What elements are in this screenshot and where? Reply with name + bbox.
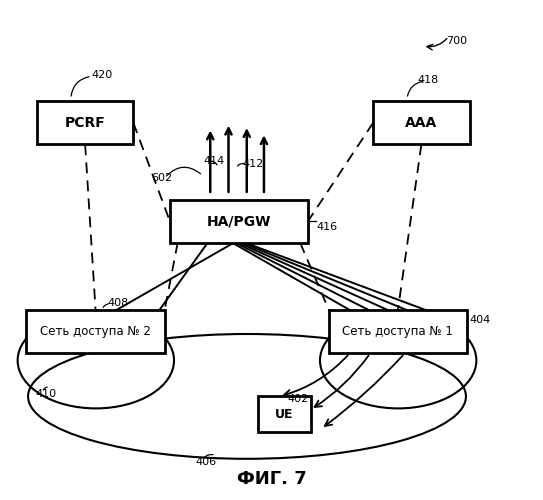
Text: 414: 414	[204, 156, 225, 166]
FancyBboxPatch shape	[170, 200, 308, 243]
Text: AAA: AAA	[405, 116, 438, 130]
Text: 416: 416	[317, 222, 337, 232]
FancyBboxPatch shape	[373, 101, 470, 144]
Text: Сеть доступа № 1: Сеть доступа № 1	[343, 325, 453, 338]
Text: Сеть доступа № 2: Сеть доступа № 2	[40, 325, 151, 338]
Text: 408: 408	[108, 298, 129, 308]
Text: ФИГ. 7: ФИГ. 7	[237, 470, 306, 488]
Text: PCRF: PCRF	[65, 116, 105, 130]
FancyBboxPatch shape	[27, 310, 165, 353]
Text: 700: 700	[446, 36, 468, 46]
Text: 420: 420	[92, 70, 113, 80]
Text: 406: 406	[196, 457, 217, 467]
Text: 412: 412	[243, 158, 264, 168]
Text: 402: 402	[287, 394, 308, 404]
Text: 410: 410	[36, 389, 57, 399]
Text: 404: 404	[470, 314, 491, 324]
FancyBboxPatch shape	[329, 310, 467, 353]
Text: 418: 418	[418, 74, 439, 85]
Text: 602: 602	[151, 173, 173, 183]
Text: HA/PGW: HA/PGW	[207, 214, 271, 228]
FancyBboxPatch shape	[258, 396, 311, 432]
Text: UE: UE	[275, 408, 294, 421]
FancyBboxPatch shape	[37, 101, 134, 144]
